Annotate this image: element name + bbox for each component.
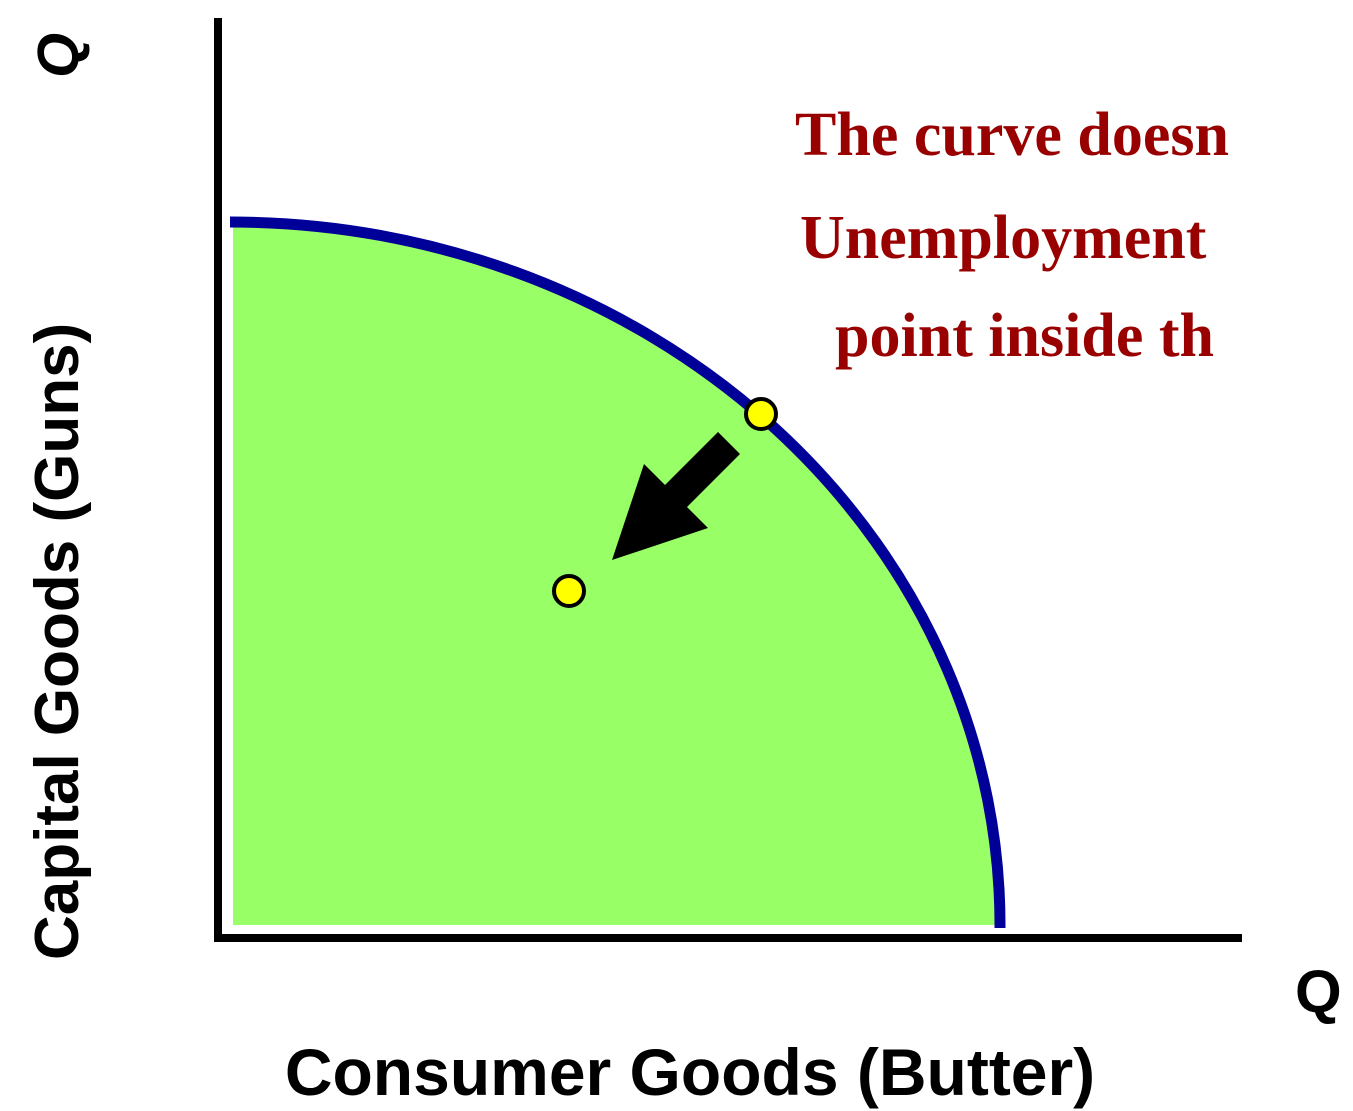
annotation-line: The curve doesn bbox=[795, 101, 1229, 169]
arrow bbox=[612, 432, 740, 560]
point-on-curve bbox=[744, 397, 778, 431]
y-axis-symbol: Q bbox=[26, 33, 91, 78]
point-inside bbox=[552, 574, 586, 608]
x-axis-label: Consumer Goods (Butter) bbox=[285, 1035, 1095, 1109]
annotation-line: Unemployment bbox=[800, 204, 1207, 272]
x-axis-symbol: Q bbox=[1295, 958, 1342, 1025]
feasible-region bbox=[233, 225, 1000, 925]
y-axis-label: Capital Goods (Guns) bbox=[23, 323, 92, 960]
annotation-line: point inside th bbox=[835, 302, 1214, 370]
ppf-curve bbox=[229, 216, 1006, 929]
